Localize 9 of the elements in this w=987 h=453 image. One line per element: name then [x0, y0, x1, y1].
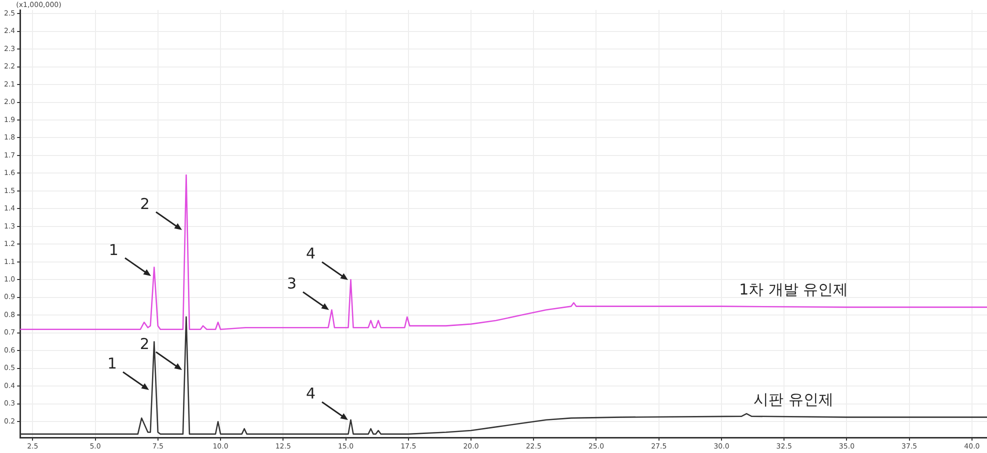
annotation: 2: [140, 194, 150, 213]
series-label: 1차 개발 유인제: [739, 280, 848, 299]
annotation: 2: [140, 335, 150, 354]
series-label: 시판 유인제: [754, 390, 834, 409]
annotation: 4: [306, 384, 316, 403]
annotation: 1: [108, 241, 118, 260]
annotation: 1: [107, 354, 117, 373]
annotation: 4: [306, 244, 316, 263]
annotation: 3: [286, 274, 297, 293]
